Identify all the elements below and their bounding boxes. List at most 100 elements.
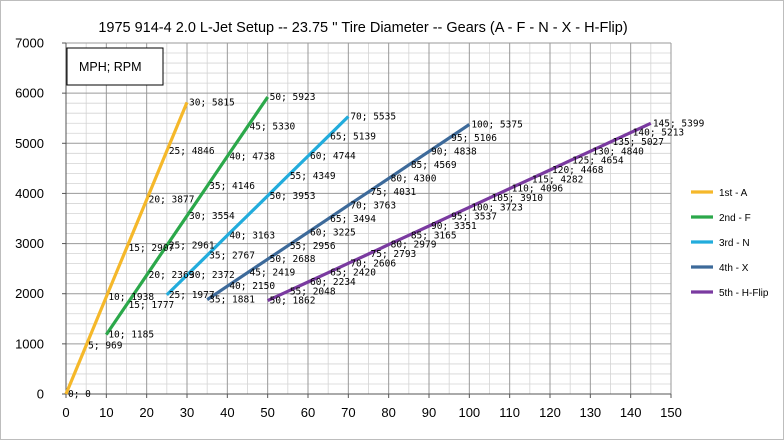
data-label: 10; 1185 (108, 330, 154, 341)
data-label: 45; 5330 (250, 122, 296, 133)
series-line-2 (104, 96, 270, 336)
x-tick-label: 60 (301, 405, 315, 420)
series-line-5 (267, 121, 652, 303)
data-label: 55; 2048 (290, 286, 336, 297)
x-tick-label: 10 (99, 405, 113, 420)
data-label: 25; 4846 (169, 146, 215, 157)
data-label: 40; 3163 (229, 230, 275, 241)
legend: 1st - A 2nd - F 3rd - N 4th - X 5th - H-Flip (691, 188, 769, 299)
data-label: 45; 2419 (250, 268, 296, 279)
y-tick-label: 7000 (15, 36, 44, 51)
data-label: 35; 4146 (209, 181, 255, 192)
chart-title: 1975 914-4 2.0 L-Jet Setup -- 23.75 '' T… (98, 20, 627, 36)
y-tick-label: 5000 (15, 136, 44, 151)
data-label: 85; 4569 (411, 160, 457, 171)
data-label: 125; 4654 (572, 156, 624, 167)
data-label: 30; 3554 (189, 211, 235, 222)
data-label: 145; 5399 (653, 118, 705, 129)
y-tick-label: 6000 (15, 86, 44, 101)
data-label: 50; 5923 (270, 92, 316, 103)
y-tick-label: 3000 (15, 236, 44, 251)
data-label: 30; 5815 (189, 97, 235, 108)
data-label: 55; 4349 (290, 171, 336, 182)
data-label: 120; 4468 (552, 165, 604, 176)
data-label: 20; 3877 (149, 195, 195, 206)
legend-label: 2nd - F (719, 213, 751, 224)
data-label: 20; 2369 (149, 270, 195, 281)
x-tick-label: 80 (381, 405, 395, 420)
data-label: 60; 3225 (310, 227, 356, 238)
data-label: 70; 3763 (350, 200, 396, 211)
data-label: 50; 2688 (270, 254, 316, 265)
data-label: 60; 4744 (310, 151, 356, 162)
data-label: 50; 3953 (270, 191, 316, 202)
series-line-3 (165, 115, 350, 297)
series-lines (64, 96, 652, 395)
data-label: 75; 4031 (371, 187, 417, 198)
annotation-box-text: MPH; RPM (79, 60, 142, 74)
data-label: 35; 2767 (209, 250, 255, 261)
data-label: 40; 4738 (229, 151, 275, 162)
x-tick-label: 90 (422, 405, 436, 420)
data-label: 70; 2606 (350, 258, 396, 269)
x-tick-label: 30 (180, 405, 194, 420)
data-label: 115; 4282 (532, 174, 583, 185)
data-label: 100; 3723 (471, 202, 522, 213)
legend-label: 4th - X (719, 263, 749, 274)
series-line-1 (64, 101, 189, 395)
data-label: 50; 1862 (270, 296, 316, 307)
legend-label: 3rd - N (719, 238, 750, 249)
data-label: 70; 5535 (350, 111, 396, 122)
data-label: 140; 5213 (633, 128, 684, 139)
data-label: 60; 2234 (310, 277, 356, 288)
data-label: 80; 4300 (391, 173, 437, 184)
x-tick-label: 50 (260, 405, 274, 420)
data-label: 55; 2956 (290, 241, 336, 252)
x-tick-label: 0 (62, 405, 69, 420)
data-label: 90; 3351 (431, 221, 477, 232)
x-tick-label: 140 (620, 405, 642, 420)
x-tick-label: 110 (499, 405, 520, 420)
data-label: 110; 4096 (512, 184, 564, 195)
x-tick-label: 120 (539, 405, 561, 420)
grid-lines (65, 42, 672, 395)
y-tick-label: 2000 (15, 286, 44, 301)
data-label: 15; 2907 (129, 243, 175, 254)
data-label: 130; 4840 (592, 146, 644, 157)
data-label: 95; 5106 (451, 133, 497, 144)
data-label: 0; 0 (68, 389, 91, 400)
data-label: 95; 3537 (451, 212, 497, 223)
x-tick-label: 20 (139, 405, 153, 420)
data-label: 25; 2961 (169, 241, 215, 252)
data-label: 105; 3910 (492, 193, 544, 204)
data-label: 15; 1777 (129, 300, 175, 311)
data-label: 65; 3494 (330, 214, 376, 225)
y-tick-label: 1000 (15, 336, 44, 351)
data-label: 85; 3165 (411, 230, 457, 241)
data-label: 35; 1881 (209, 295, 255, 306)
x-tick-label: 100 (458, 405, 480, 420)
legend-label: 1st - A (719, 188, 748, 199)
data-label: 75; 2793 (371, 249, 417, 260)
legend-label: 5th - H-Flip (719, 288, 769, 299)
data-label: 80; 2979 (391, 240, 437, 251)
series-line-4 (206, 123, 471, 302)
x-tick-label: 40 (220, 405, 234, 420)
data-label: 10; 1938 (108, 292, 154, 303)
data-label: 100; 5375 (471, 119, 522, 130)
data-label: 135; 5027 (613, 137, 664, 148)
data-label: 65; 2420 (330, 268, 376, 279)
data-label: 25; 1977 (169, 290, 215, 301)
data-label: 90; 4838 (431, 146, 477, 157)
data-label: 65; 5139 (330, 131, 376, 142)
x-tick-label: 150 (660, 405, 682, 420)
y-tick-label: 4000 (15, 186, 44, 201)
annotation-box-frame (66, 47, 164, 86)
data-label: 40; 2150 (229, 281, 275, 292)
data-label: 5; 969 (88, 340, 123, 351)
data-labels: 0; 0 5; 969 10; 1938 15; 2907 20; 3877 25; 48… (68, 92, 705, 400)
axes: 0 1000 2000 3000 4000 5000 6000 7000 0 10 20 30 40 50… (15, 36, 682, 421)
x-tick-label: 130 (579, 405, 601, 420)
